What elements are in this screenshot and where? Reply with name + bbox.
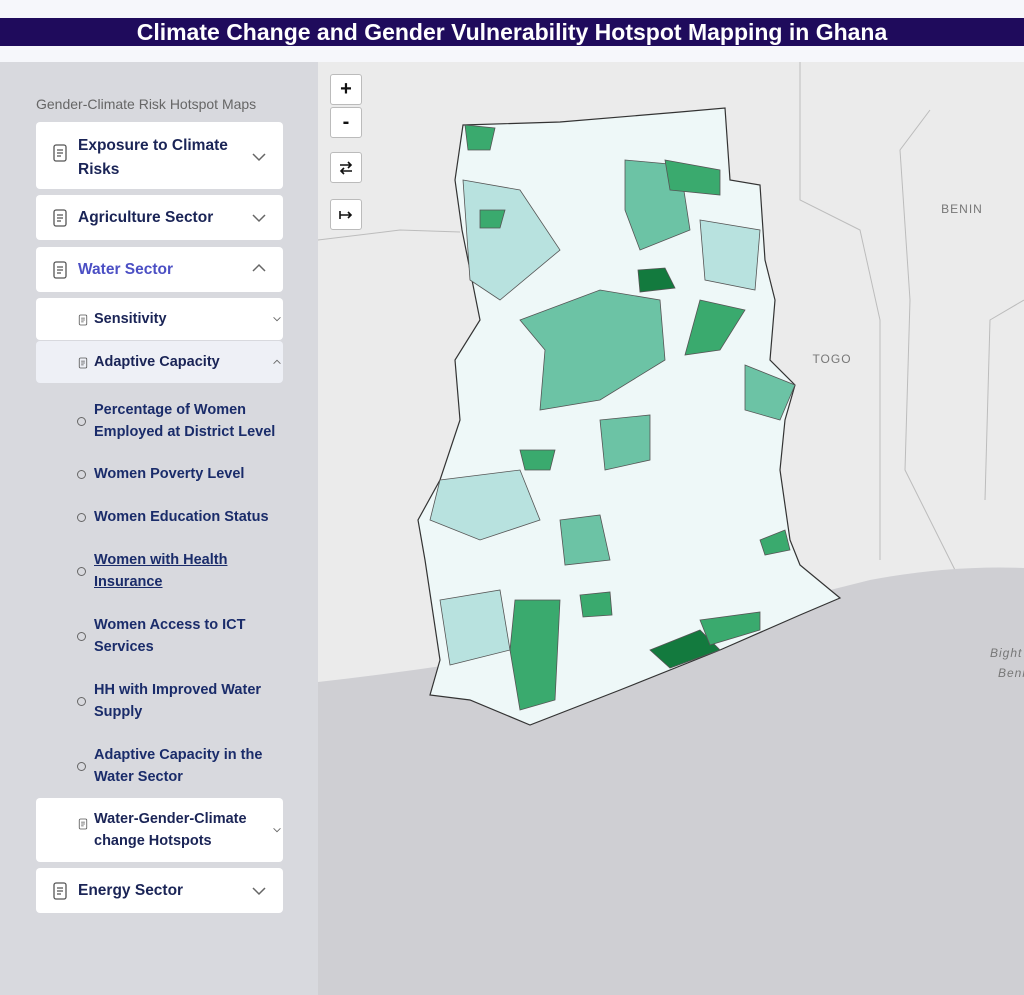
layer-option[interactable]: Women with Health Insurance	[94, 552, 228, 590]
doc-icon	[78, 314, 88, 326]
section-label: Energy Sector	[78, 882, 184, 899]
layer-option[interactable]: Women Poverty Level	[94, 466, 245, 482]
chevron	[252, 263, 266, 272]
radio[interactable]	[77, 762, 86, 771]
chevron	[252, 153, 266, 162]
radio[interactable]	[77, 470, 86, 479]
radio[interactable]	[77, 513, 86, 522]
section-label: Agriculture Sector	[78, 209, 214, 226]
chevron	[252, 214, 266, 223]
chevron	[252, 887, 266, 896]
layer-option[interactable]: Women Access to ICT Services	[94, 617, 246, 655]
section-card[interactable]: Energy Sector	[36, 868, 283, 913]
subsection-card[interactable]: Adaptive Capacity	[36, 341, 283, 383]
layer-option[interactable]: Adaptive Capacity in the Water Sector	[94, 747, 263, 785]
section-card[interactable]: Exposure to Climate Risks	[36, 122, 283, 189]
map-label: Beni	[998, 666, 1024, 680]
chevron	[273, 359, 281, 365]
subsection-card[interactable]: Sensitivity	[36, 298, 283, 340]
subsection-label: Water-Gender-Climate change Hotspots	[94, 811, 247, 849]
title-bar: Climate Change and Gender Vulnerability …	[0, 18, 1024, 46]
radio[interactable]	[77, 417, 86, 426]
radio[interactable]	[77, 697, 86, 706]
swap-button[interactable]	[330, 152, 362, 183]
sidebar-heading: Gender-Climate Risk Hotspot Maps	[36, 96, 257, 112]
section-card[interactable]: Water Sector	[36, 247, 283, 292]
doc-icon	[53, 882, 67, 900]
layer-option[interactable]: HH with Improved Water Supply	[94, 682, 262, 720]
radio[interactable]	[77, 567, 86, 576]
map[interactable]: BENIN TOGO Bight Beni	[318, 62, 1024, 995]
title: Climate Change and Gender Vulnerability …	[136, 19, 888, 45]
extent-button[interactable]	[330, 199, 362, 230]
map-label: TOGO	[812, 352, 851, 366]
zoom-in[interactable]: +	[330, 74, 362, 105]
section-label: Water Sector	[78, 261, 174, 278]
section-label: Exposure to Climate Risks	[78, 137, 228, 178]
doc-icon	[53, 144, 67, 162]
radio[interactable]	[77, 632, 86, 641]
subsection-label: Sensitivity	[94, 311, 167, 327]
doc-icon	[53, 261, 67, 279]
chevron	[273, 827, 281, 833]
layer-option[interactable]: Percentage of Women Employed at District…	[94, 402, 276, 440]
subsection-card[interactable]: Water-Gender-Climate change Hotspots	[36, 798, 283, 862]
map-label: BENIN	[941, 202, 983, 216]
chevron	[273, 316, 281, 322]
map-label: Bight	[990, 646, 1022, 660]
layer-option[interactable]: Women Education Status	[94, 509, 269, 525]
subsection-label: Adaptive Capacity	[94, 354, 220, 370]
doc-icon	[78, 818, 88, 830]
section-card[interactable]: Agriculture Sector	[36, 195, 283, 240]
doc-icon	[78, 357, 88, 369]
zoom-out[interactable]: -	[330, 107, 362, 138]
doc-icon	[53, 209, 67, 227]
